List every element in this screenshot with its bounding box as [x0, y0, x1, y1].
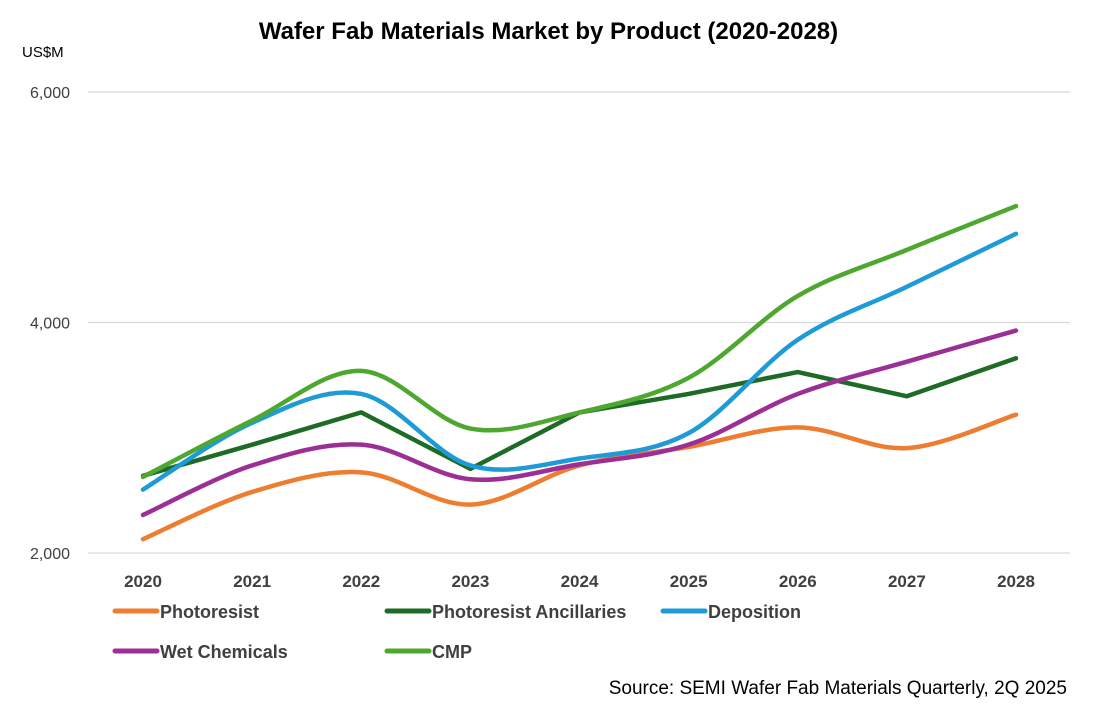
y-tick-label: 4,000	[30, 316, 70, 333]
series-line-photoresist	[140, 412, 1019, 542]
y-axis-unit-label: US$M	[22, 44, 64, 61]
x-tick-label: 2027	[888, 572, 926, 591]
x-tick-label: 2021	[233, 572, 271, 591]
series-line-cmp	[140, 203, 1019, 480]
x-axis-ticks: 2020 2021 2022 2023 2024 2025 2026 2027 2028	[124, 572, 1035, 591]
legend: Photoresist Photoresist Ancillaries Deposi…	[112, 602, 801, 662]
source-note: Source: SEMI Wafer Fab Materials Quarter…	[608, 678, 1067, 699]
series-line-deposition	[140, 231, 1019, 492]
legend-label-photoresist: Photoresist	[160, 602, 259, 622]
x-tick-label: 2022	[342, 572, 380, 591]
y-axis-ticks: 2,000 4,000 6,000	[30, 85, 70, 563]
legend-label-cmp: CMP	[432, 642, 472, 662]
y-tick-label: 2,000	[30, 546, 70, 563]
x-tick-label: 2024	[561, 572, 599, 591]
legend-label-deposition: Deposition	[708, 602, 801, 622]
x-tick-label: 2025	[670, 572, 708, 591]
series-lines	[140, 203, 1019, 542]
series-line-wet-chemicals	[140, 328, 1019, 518]
chart-title: Wafer Fab Materials Market by Product (2…	[258, 18, 839, 45]
x-tick-label: 2023	[451, 572, 489, 591]
legend-label-photoresist-ancillaries: Photoresist Ancillaries	[432, 602, 626, 622]
x-tick-label: 2028	[997, 572, 1035, 591]
x-tick-label: 2020	[124, 572, 162, 591]
y-tick-label: 6,000	[30, 85, 70, 102]
gridlines	[88, 91, 1070, 554]
legend-label-wet-chemicals: Wet Chemicals	[160, 642, 288, 662]
x-tick-label: 2026	[779, 572, 817, 591]
